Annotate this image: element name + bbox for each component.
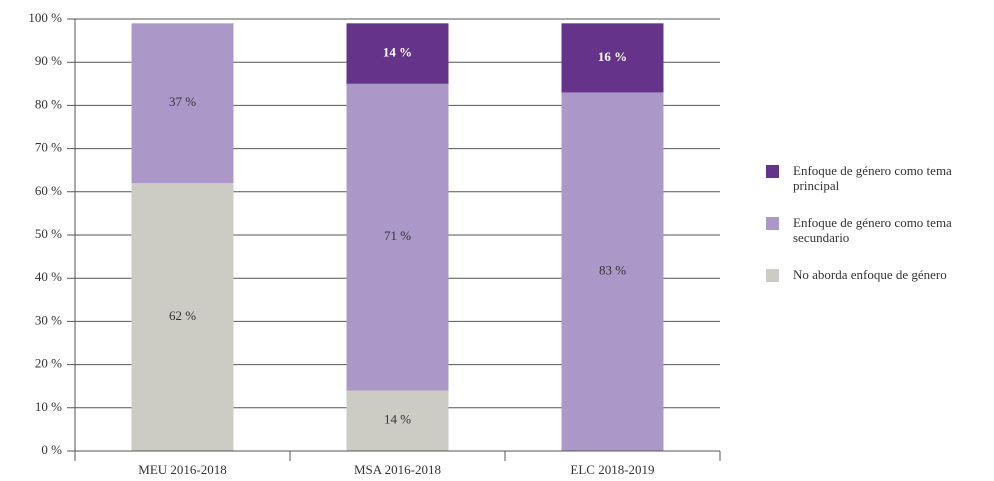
x-tick-label: MSA 2016-2018 — [354, 462, 441, 477]
legend: Enfoque de género como tema principal Enf… — [766, 163, 986, 304]
x-tick-label: ELC 2018-2019 — [570, 462, 654, 477]
y-tick-label: 60 % — [35, 183, 62, 198]
y-tick-label: 80 % — [35, 96, 62, 111]
legend-label: Enfoque de género como tema principal — [793, 163, 952, 193]
data-label: 71 % — [384, 228, 411, 243]
legend-swatch — [766, 165, 779, 178]
legend-label: Enfoque de género como tema secundario — [793, 215, 952, 245]
legend-swatch — [766, 217, 779, 230]
legend-item: No aborda enfoque de género — [766, 267, 986, 282]
bar-segment — [131, 23, 234, 184]
data-label: 83 % — [599, 263, 626, 278]
y-tick-label: 40 % — [35, 269, 62, 284]
legend-label: No aborda enfoque de género — [793, 267, 947, 282]
y-tick-label: 70 % — [35, 140, 62, 155]
legend-item: Enfoque de género como tema principal — [766, 163, 986, 193]
bar-segment — [346, 23, 449, 84]
bar-segment — [346, 83, 449, 391]
data-label: 62 % — [169, 308, 196, 323]
y-tick-label: 90 % — [35, 53, 62, 68]
legend-swatch — [766, 269, 779, 282]
data-label: 14 % — [384, 412, 411, 427]
y-tick-label: 20 % — [35, 356, 62, 371]
y-tick-label: 100 % — [28, 10, 62, 25]
legend-item: Enfoque de género como tema secundario — [766, 215, 986, 245]
y-tick-label: 10 % — [35, 399, 62, 414]
bar-segment — [346, 390, 449, 451]
data-label: 37 % — [169, 94, 196, 109]
data-label: 16 % — [598, 49, 627, 64]
bar-segment — [131, 183, 234, 451]
y-tick-label: 0 % — [41, 442, 62, 457]
x-tick-label: MEU 2016-2018 — [138, 462, 226, 477]
bar-segment — [561, 23, 664, 93]
data-label: 14 % — [383, 45, 412, 60]
y-tick-label: 50 % — [35, 226, 62, 241]
y-tick-label: 30 % — [35, 312, 62, 327]
bar-segment — [561, 92, 664, 451]
